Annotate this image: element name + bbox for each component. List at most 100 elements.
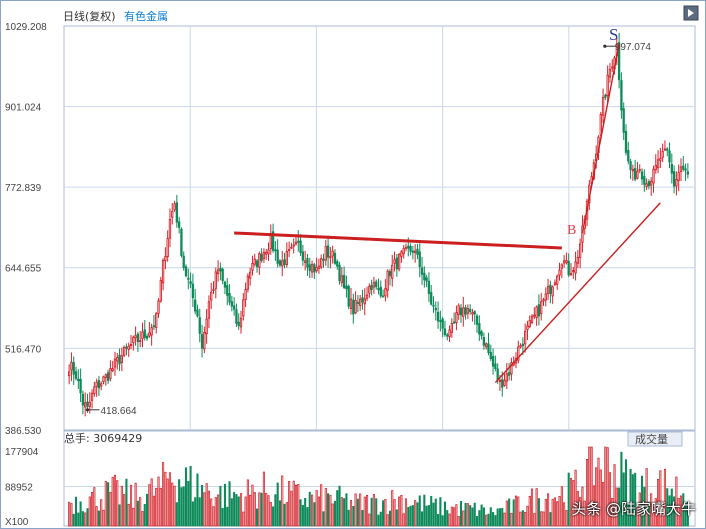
candle <box>409 243 412 256</box>
volume-bar <box>187 480 190 527</box>
candle <box>106 369 110 384</box>
volume-badge[interactable]: 成交量 <box>627 431 683 447</box>
candle <box>684 163 687 181</box>
volume-bar <box>198 497 201 527</box>
candle <box>414 244 417 263</box>
candle <box>90 389 94 409</box>
volume-bar <box>102 509 105 527</box>
volume-bar <box>285 502 288 527</box>
volume-bar <box>237 496 240 527</box>
candle <box>223 280 227 295</box>
volume-bar <box>72 513 75 527</box>
volume-bar <box>356 498 359 527</box>
volume-bar <box>595 467 598 527</box>
candle <box>386 269 389 298</box>
candle <box>381 289 385 298</box>
s-marker-label: S <box>609 25 618 44</box>
candle <box>359 294 362 311</box>
candle <box>524 323 527 353</box>
candle <box>249 267 252 286</box>
candle <box>645 178 648 190</box>
candle <box>654 154 657 174</box>
candle <box>235 303 238 328</box>
candle <box>198 308 201 343</box>
candle <box>679 158 683 182</box>
volume-bar <box>276 482 279 527</box>
candle <box>271 223 275 253</box>
volume-bar <box>414 500 417 527</box>
volume-bar <box>547 493 550 527</box>
candle <box>574 251 577 281</box>
volume-bar <box>448 513 451 527</box>
volume-bar <box>150 478 153 527</box>
volume-bar <box>207 490 210 527</box>
candle <box>530 313 534 325</box>
volume-bar <box>242 511 245 527</box>
volume-bar <box>203 492 206 527</box>
candle <box>132 335 135 351</box>
candle <box>379 280 382 299</box>
volume-bar <box>260 492 263 527</box>
volume-bar <box>455 504 458 527</box>
watermark: 头条 @陆家嘴大牛 <box>571 500 696 518</box>
volume-bar <box>627 503 630 527</box>
volume-bar <box>139 497 142 527</box>
candle <box>187 268 190 290</box>
candle <box>313 262 316 279</box>
volume-bar <box>95 506 98 527</box>
volume-bar <box>100 499 103 527</box>
candle <box>473 310 476 325</box>
volume-bar <box>363 496 366 527</box>
volume-bar <box>136 500 139 527</box>
price-panel-border <box>63 25 696 431</box>
candle <box>384 279 387 302</box>
candle <box>281 250 284 277</box>
volume-bar <box>517 496 520 527</box>
volume-bar <box>592 485 595 527</box>
candle <box>194 288 197 315</box>
candle <box>150 323 153 346</box>
candle <box>629 158 632 180</box>
volume-bar <box>239 493 243 527</box>
volume-bar <box>372 494 375 527</box>
candle <box>397 253 401 272</box>
candle <box>430 285 433 306</box>
candle <box>205 308 208 344</box>
candle <box>352 293 355 324</box>
candle <box>452 312 456 325</box>
neckline-trendline <box>234 231 562 250</box>
candle <box>528 315 531 329</box>
price-tick-label: 1029.208 <box>5 22 47 33</box>
candle <box>553 279 557 286</box>
candle <box>283 252 286 269</box>
volume-bar <box>184 467 188 527</box>
volume-bar <box>343 498 346 527</box>
candle <box>682 156 685 172</box>
expand-icon[interactable] <box>683 5 699 21</box>
candle <box>537 294 541 326</box>
price-tick-label: 772.839 <box>5 183 42 194</box>
volume-bar <box>427 505 430 527</box>
volume-bar <box>492 512 495 527</box>
price-tick-label: 644.655 <box>5 264 42 275</box>
candle <box>391 254 394 287</box>
candle <box>650 177 653 196</box>
candle <box>139 330 142 348</box>
volume-bar <box>393 499 396 527</box>
candle <box>540 292 543 321</box>
volume-bar <box>292 480 295 527</box>
candle <box>77 369 80 390</box>
volume-bar <box>134 482 137 527</box>
volume-bar <box>670 488 673 527</box>
candle <box>647 179 651 190</box>
volume-bar <box>659 470 662 527</box>
candle <box>562 255 566 268</box>
volume-bar <box>278 500 282 527</box>
volume-bar <box>329 494 332 527</box>
candle <box>97 375 101 397</box>
candle <box>446 332 449 341</box>
candle <box>551 285 554 304</box>
candle <box>462 296 465 327</box>
volume-bar <box>485 514 488 527</box>
volume-bar <box>624 459 628 527</box>
